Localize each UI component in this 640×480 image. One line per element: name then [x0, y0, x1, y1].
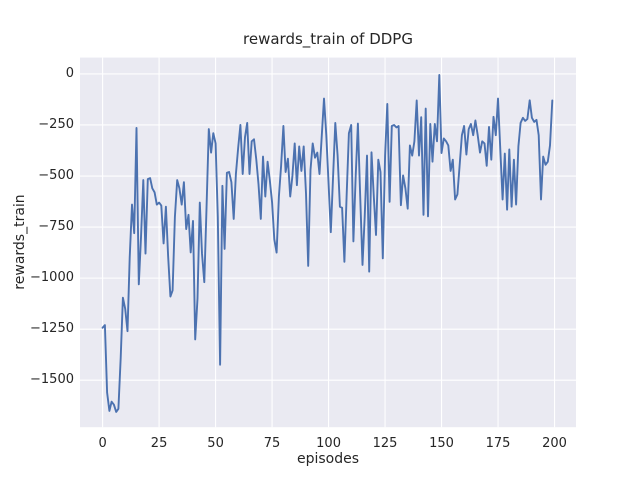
x-tick-label: 150 — [429, 436, 454, 451]
y-tick-label: −1000 — [30, 270, 74, 286]
y-tick-label: −750 — [38, 219, 74, 235]
y-tick-label: 0 — [65, 65, 74, 81]
x-tick-label: 200 — [542, 436, 567, 451]
x-tick-label: 25 — [150, 436, 168, 451]
y-tick-label: −500 — [38, 168, 74, 184]
chart-title: rewards_train of DDPG — [243, 30, 413, 48]
x-tick-label: 175 — [485, 436, 511, 451]
y-tick-label: −1250 — [30, 321, 74, 337]
y-tick-label: −250 — [38, 116, 74, 132]
x-tick-label: 0 — [98, 436, 107, 451]
x-tick-label: 50 — [207, 436, 224, 451]
y-tick-label: −1500 — [30, 372, 74, 388]
x-tick-label: 75 — [263, 436, 281, 451]
x-tick-label: 100 — [316, 436, 341, 451]
x-axis-label: episodes — [296, 451, 360, 467]
x-tick-label: 125 — [372, 436, 398, 451]
axes-background — [80, 57, 576, 428]
rewards-line — [101, 74, 554, 413]
